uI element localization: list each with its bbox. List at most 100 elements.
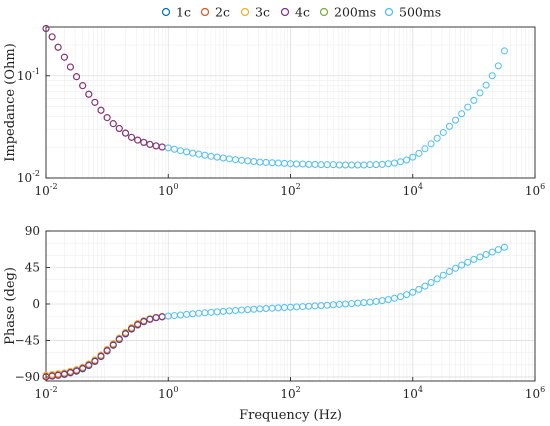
legend-marker-3c [240,7,250,17]
data-point [152,142,160,150]
data-point [299,303,307,311]
legend-item-3c: 3c [240,5,270,20]
phase-plot: 10-2 100 102 104 106 90 45 0 −45 −90 Phase (deg) Fr… [3,224,545,423]
data-point [427,278,435,286]
data-point [397,158,405,166]
data-point [42,25,50,33]
data-point [140,317,148,325]
data-point [452,116,460,124]
data-point [60,53,68,61]
data-point [354,161,362,169]
y-tick-label: −45 [15,333,40,347]
data-point [176,311,184,319]
data-point [91,98,99,106]
data-point [476,89,484,97]
data-point [115,124,123,132]
data-point [421,282,429,290]
data-point [494,246,502,254]
data-point [372,161,380,169]
data-point [66,368,74,376]
series-500ms [164,47,508,169]
grid [45,230,536,381]
data-point [482,81,490,89]
legend-label: 4c [295,5,310,20]
data-point [195,150,203,158]
data-point [409,153,417,161]
data-point [439,128,447,136]
data-point [231,306,239,314]
data-point [360,299,368,307]
data-point [73,367,81,375]
x-tick-label: 106 [525,385,545,401]
data-point [176,147,184,155]
data-point [354,299,362,307]
grid [45,27,536,179]
data-point [48,33,56,41]
x-axis-label: Frequency (Hz) [239,408,342,423]
data-point [372,297,380,305]
y-tick-label: 90 [25,224,40,238]
data-point [97,106,105,114]
legend-item-2c: 2c [200,5,230,20]
data-point [128,133,136,141]
data-point [488,72,496,80]
data-point [445,268,453,276]
legend-label: 1c [176,5,191,20]
x-tick-label: 102 [280,385,300,401]
data-point [274,159,282,167]
y-axis-label: Impedance (Ohm) [3,43,18,162]
data-point [470,96,478,104]
x-tick-label: 100 [158,385,178,401]
data-point [146,315,154,323]
data-point [360,161,368,169]
data-point [54,43,62,51]
data-point [189,149,197,157]
legend-label: 2c [215,5,230,20]
y-tick-label: −90 [15,370,40,384]
data-point [225,155,233,163]
data-point [299,160,307,168]
data-point [397,293,405,301]
data-point [231,156,239,164]
data-point [122,330,130,338]
data-point [115,335,123,343]
legend-item-1c: 1c [161,5,191,20]
data-point [293,303,301,311]
data-point [445,122,453,130]
x-tick-label: 104 [403,385,423,401]
data-point [476,253,484,261]
data-point [274,304,282,312]
data-point [403,291,411,299]
data-point [317,161,325,169]
y-tick-label: 10-2 [17,169,40,185]
x-tick-label: 102 [280,182,300,198]
data-point [433,134,441,142]
legend-marker-200ms [319,7,329,17]
data-point [85,90,93,98]
x-tick-label: 10-2 [34,182,57,198]
x-tick-label: 10-2 [34,385,57,401]
data-point [195,309,203,317]
data-point [403,156,411,164]
data-point [494,62,502,70]
data-point [134,321,142,329]
data-point [256,305,264,313]
data-point [317,302,325,310]
series-4c [42,25,166,151]
data-point [470,255,478,263]
data-point [109,120,117,128]
x-tick-label: 104 [403,182,423,198]
legend-label: 3c [255,5,270,20]
data-point [103,347,111,355]
data-point [73,73,81,81]
data-point [128,325,136,333]
data-point [238,156,246,164]
y-tick-label: 45 [25,260,40,274]
y-tick-label: 0 [32,297,40,311]
legend-item-500ms: 500ms [384,5,441,20]
data-point [91,357,99,365]
data-point [421,145,429,153]
data-point [140,138,148,146]
legend-label: 500ms [399,5,441,20]
